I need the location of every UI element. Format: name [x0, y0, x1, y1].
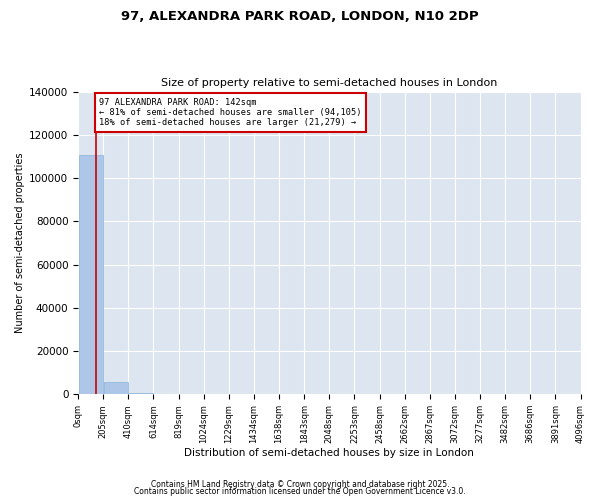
Title: Size of property relative to semi-detached houses in London: Size of property relative to semi-detach…: [161, 78, 497, 88]
X-axis label: Distribution of semi-detached houses by size in London: Distribution of semi-detached houses by …: [184, 448, 474, 458]
Text: Contains HM Land Registry data © Crown copyright and database right 2025.: Contains HM Land Registry data © Crown c…: [151, 480, 449, 489]
Text: 97, ALEXANDRA PARK ROAD, LONDON, N10 2DP: 97, ALEXANDRA PARK ROAD, LONDON, N10 2DP: [121, 10, 479, 23]
Bar: [79, 156, 103, 394]
Y-axis label: Number of semi-detached properties: Number of semi-detached properties: [15, 152, 25, 333]
Text: 97 ALEXANDRA PARK ROAD: 142sqm
← 81% of semi-detached houses are smaller (94,105: 97 ALEXANDRA PARK ROAD: 142sqm ← 81% of …: [99, 98, 362, 128]
Bar: [129, 393, 153, 394]
Bar: [104, 382, 128, 394]
Text: Contains public sector information licensed under the Open Government Licence v3: Contains public sector information licen…: [134, 487, 466, 496]
